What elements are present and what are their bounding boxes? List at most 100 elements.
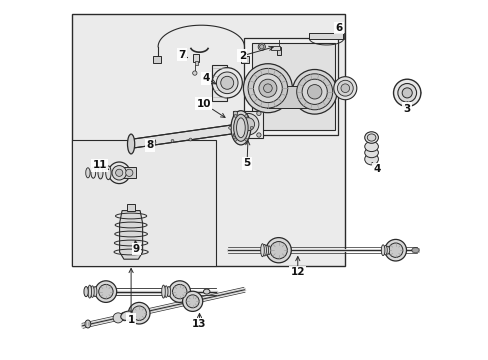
Ellipse shape: [105, 166, 111, 180]
Circle shape: [296, 74, 332, 110]
Bar: [122, 167, 136, 178]
Circle shape: [387, 243, 402, 257]
Bar: [232, 111, 263, 138]
Ellipse shape: [85, 168, 90, 178]
Ellipse shape: [91, 167, 96, 178]
Ellipse shape: [167, 287, 170, 297]
Ellipse shape: [162, 285, 165, 298]
Circle shape: [228, 126, 231, 129]
Circle shape: [243, 64, 292, 113]
Ellipse shape: [364, 132, 378, 143]
Ellipse shape: [264, 245, 268, 255]
Polygon shape: [120, 211, 142, 259]
Bar: [72, 140, 215, 266]
Bar: [266, 86, 317, 108]
Ellipse shape: [364, 153, 378, 165]
Circle shape: [256, 111, 261, 116]
Ellipse shape: [88, 285, 91, 298]
Circle shape: [186, 295, 199, 308]
Polygon shape: [131, 123, 244, 148]
Bar: [193, 54, 199, 62]
Ellipse shape: [90, 286, 94, 297]
Ellipse shape: [85, 320, 91, 328]
Circle shape: [259, 45, 264, 49]
Text: 3: 3: [403, 102, 410, 114]
Text: 7: 7: [178, 50, 187, 60]
Circle shape: [253, 74, 282, 103]
Text: 2: 2: [238, 46, 273, 61]
Circle shape: [212, 68, 242, 98]
Circle shape: [292, 69, 336, 114]
Ellipse shape: [84, 287, 88, 297]
Circle shape: [127, 311, 134, 319]
Ellipse shape: [381, 245, 384, 256]
Text: 10: 10: [196, 99, 224, 117]
Ellipse shape: [393, 89, 420, 96]
Text: 8: 8: [146, 140, 155, 150]
Circle shape: [113, 313, 123, 323]
Ellipse shape: [93, 287, 97, 297]
Text: 6: 6: [334, 23, 342, 33]
Circle shape: [125, 169, 133, 176]
Circle shape: [340, 84, 349, 93]
Ellipse shape: [263, 244, 266, 256]
Ellipse shape: [364, 148, 378, 158]
Ellipse shape: [127, 134, 134, 154]
Circle shape: [302, 79, 326, 104]
Text: 1: 1: [127, 269, 135, 325]
Circle shape: [337, 80, 352, 96]
Circle shape: [132, 306, 146, 320]
Circle shape: [393, 79, 420, 107]
Circle shape: [182, 291, 203, 311]
Circle shape: [220, 76, 233, 89]
Circle shape: [99, 284, 113, 299]
Circle shape: [234, 114, 237, 117]
Text: 9: 9: [133, 241, 140, 254]
Ellipse shape: [233, 114, 247, 141]
Bar: [271, 46, 280, 50]
Ellipse shape: [366, 134, 375, 141]
Circle shape: [115, 169, 122, 176]
Circle shape: [244, 138, 247, 141]
Ellipse shape: [164, 286, 168, 297]
Bar: [241, 56, 248, 63]
Text: 12: 12: [290, 257, 305, 277]
Ellipse shape: [236, 118, 244, 138]
Ellipse shape: [385, 246, 389, 254]
Circle shape: [233, 111, 237, 116]
Circle shape: [192, 71, 197, 75]
Circle shape: [247, 68, 287, 108]
Ellipse shape: [266, 246, 270, 255]
Circle shape: [237, 113, 258, 135]
Polygon shape: [251, 43, 334, 130]
Circle shape: [250, 126, 253, 129]
Circle shape: [241, 118, 254, 131]
Ellipse shape: [98, 167, 103, 179]
Ellipse shape: [107, 169, 130, 176]
Circle shape: [256, 133, 261, 137]
Bar: [72, 14, 345, 266]
Circle shape: [216, 72, 238, 94]
Text: 4: 4: [202, 73, 216, 84]
Ellipse shape: [411, 248, 418, 253]
Bar: [153, 56, 161, 63]
Bar: [126, 204, 135, 211]
Circle shape: [128, 302, 150, 324]
Circle shape: [401, 88, 411, 98]
Circle shape: [153, 141, 156, 144]
Circle shape: [108, 162, 130, 184]
Circle shape: [120, 312, 129, 321]
Bar: [309, 33, 343, 39]
Circle shape: [172, 284, 186, 299]
Circle shape: [384, 239, 406, 261]
Ellipse shape: [121, 311, 135, 320]
Circle shape: [95, 281, 117, 302]
Circle shape: [189, 138, 192, 141]
Ellipse shape: [203, 289, 209, 294]
Bar: [194, 61, 198, 65]
Circle shape: [171, 139, 174, 142]
Circle shape: [269, 242, 287, 259]
Circle shape: [265, 238, 291, 263]
Polygon shape: [244, 38, 337, 135]
Ellipse shape: [230, 111, 250, 145]
